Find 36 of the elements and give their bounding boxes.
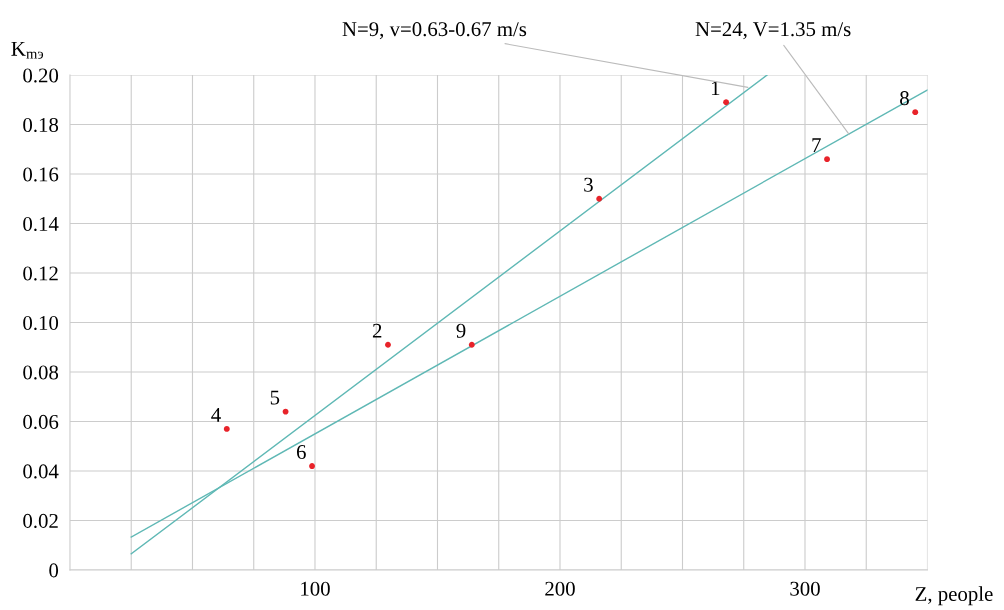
annotation: 8 (900, 91, 909, 106)
y-tick-label: 0.08 (23, 365, 59, 380)
y-tick-label: 0.20 (23, 68, 59, 83)
x-tick-label: 100 (301, 581, 330, 596)
y-tick-label: 0.02 (23, 513, 58, 529)
y-tick-label: 0.16 (23, 167, 59, 182)
point (282, 408, 289, 415)
y-tick-label: 0.04 (23, 464, 59, 479)
y-tick-label: 0.06 (23, 414, 59, 430)
point (309, 463, 315, 469)
y-tick-label: 0.12 (23, 266, 58, 281)
y-tick-label: 0 (49, 563, 59, 578)
x-tick-label: 200 (545, 581, 575, 596)
point (223, 425, 230, 432)
annotation: 3 (584, 177, 593, 192)
y-tick-label: 0.18 (23, 117, 59, 133)
annotation: 1 (711, 81, 720, 96)
annotation: 2 (372, 323, 382, 338)
annotation: 6 (296, 445, 306, 460)
point (912, 109, 919, 116)
annotation: N=9, v=0.63-0.67 m/s (342, 22, 527, 40)
x-tick-label: 300 (790, 581, 820, 596)
annotation: 4 (211, 407, 221, 422)
point (824, 156, 830, 163)
annotation: 9 (456, 323, 466, 338)
point (468, 341, 475, 348)
point (723, 99, 730, 106)
point (596, 195, 603, 202)
y-tick-label: 0.14 (23, 216, 59, 232)
annotation: N=24, V=1.35 m/s (695, 22, 851, 40)
annotation: 7 (812, 138, 821, 152)
annotation: 5 (270, 390, 280, 405)
x-axis-title: Z, people (915, 586, 993, 606)
y-tick-label: 0.10 (23, 315, 59, 331)
y-axis-title: K$_{mэ}$ (11, 41, 44, 59)
point (385, 341, 391, 348)
